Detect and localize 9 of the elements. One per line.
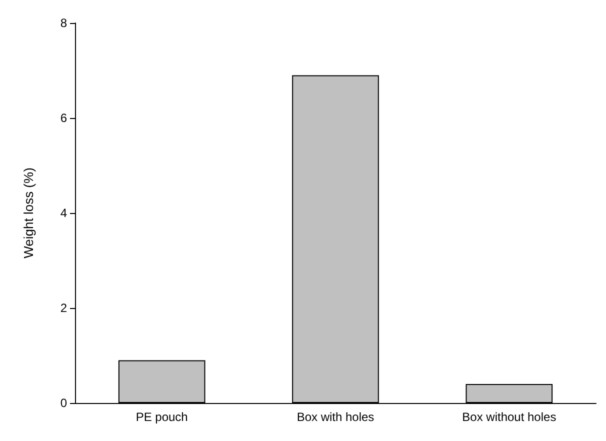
- y-tick-label: 2: [60, 301, 68, 315]
- y-tick-label: 4: [60, 206, 68, 220]
- y-tick-label: 6: [60, 111, 68, 125]
- x-tick-label: Box with holes: [296, 410, 374, 424]
- x-tick-label: Box without holes: [462, 410, 556, 424]
- y-tick-label: 8: [60, 16, 68, 30]
- y-tick-label: 0: [60, 396, 68, 410]
- x-tick-label: PE pouch: [136, 410, 188, 424]
- y-axis-title: Weight loss (%): [21, 168, 36, 258]
